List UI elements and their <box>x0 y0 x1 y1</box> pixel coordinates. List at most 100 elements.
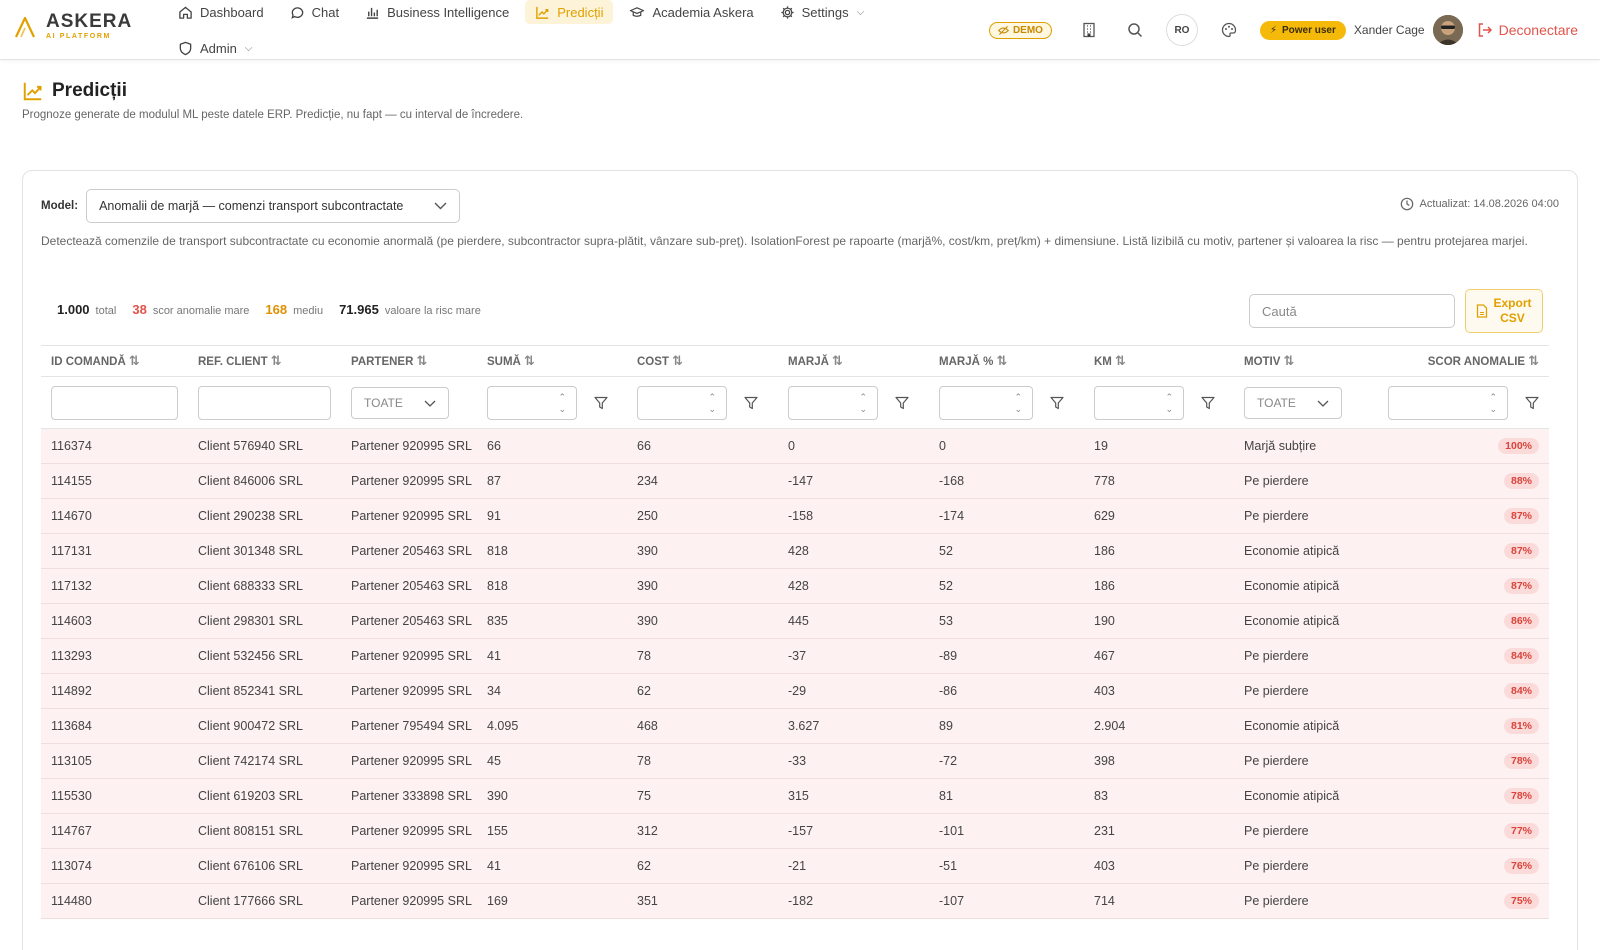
table-row[interactable]: 117132 Client 688333 SRL Partener 205463 S… <box>41 568 1549 604</box>
palette-icon[interactable] <box>1214 15 1244 45</box>
nav-chat[interactable]: Chat <box>280 0 349 24</box>
nav-predictii-label: Predicții <box>557 4 604 20</box>
filter-marja-input[interactable]: ⌃ ⌄ <box>788 385 878 420</box>
sort-icon[interactable]: ⇅ <box>128 353 140 368</box>
stepper-icon[interactable]: ⌃ ⌄ <box>1014 391 1022 414</box>
sort-icon[interactable]: ⇅ <box>270 353 282 368</box>
col-header-score[interactable]: SCOR ANOMALIE ⇅ <box>1349 345 1549 377</box>
table-row[interactable]: 114155 Client 846006 SRL Partener 920995 S… <box>41 463 1549 499</box>
table-row[interactable]: 114892 Client 852341 SRL Partener 920995 S… <box>41 673 1549 709</box>
sort-icon[interactable]: ⇅ <box>1283 353 1295 368</box>
col-header-km[interactable]: KM ⇅ <box>1084 345 1234 377</box>
cell-suma: 41 <box>477 848 627 884</box>
cell-motiv: Pe pierdere <box>1234 743 1349 779</box>
filter-marja-pct-input[interactable]: ⌃ ⌄ <box>939 385 1033 420</box>
table-row[interactable]: 113293 Client 532456 SRL Partener 920995 S… <box>41 638 1549 674</box>
filter-partner-select[interactable]: TOATE <box>351 386 449 419</box>
nav-dashboard[interactable]: Dashboard <box>168 0 274 24</box>
stepper-icon[interactable]: ⌃ ⌄ <box>558 391 566 414</box>
table-row[interactable]: 114480 Client 177666 SRL Partener 920995 S… <box>41 883 1549 919</box>
table-row[interactable]: 113105 Client 742174 SRL Partener 920995 S… <box>41 743 1549 779</box>
cell-partner: Partener 920995 SRL <box>341 848 477 884</box>
cell-client: Client 688333 SRL <box>188 568 341 604</box>
filter-cost-input[interactable]: ⌃ ⌄ <box>637 385 727 420</box>
col-header-partner[interactable]: PARTENER ⇅ <box>341 345 477 377</box>
building-icon[interactable] <box>1074 15 1104 45</box>
col-header-cost[interactable]: COST ⇅ <box>627 345 778 377</box>
filter-funnel-icon[interactable] <box>1201 396 1215 410</box>
cell-suma: 818 <box>477 568 627 604</box>
cell-motiv: Pe pierdere <box>1234 498 1349 534</box>
cell-partner: Partener 205463 SRL <box>341 603 477 639</box>
sort-icon[interactable]: ⇅ <box>523 353 535 368</box>
filter-funnel-icon[interactable] <box>1525 396 1539 410</box>
cell-marja: -158 <box>778 498 929 534</box>
table-header-row: ID COMANDĂ ⇅ REF. CLIENT ⇅ PARTENER ⇅ SUMĂ ⇅… <box>41 345 1549 377</box>
col-header-marja-pct[interactable]: MARJĂ % ⇅ <box>929 345 1084 377</box>
cell-client: Client 298301 SRL <box>188 603 341 639</box>
col-header-id[interactable]: ID COMANDĂ ⇅ <box>41 345 188 377</box>
trend-icon <box>22 80 44 102</box>
nav-predictii[interactable]: Predicții <box>525 0 614 24</box>
search-icon[interactable] <box>1120 15 1150 45</box>
sort-icon[interactable]: ⇅ <box>416 353 428 368</box>
nav-admin-label: Admin <box>200 40 237 56</box>
avatar[interactable] <box>1432 15 1463 45</box>
stepper-icon[interactable]: ⌃ ⌄ <box>1165 391 1173 414</box>
table-row[interactable]: 117131 Client 301348 SRL Partener 205463 S… <box>41 533 1549 569</box>
filter-suma-input[interactable]: ⌃ ⌄ <box>487 385 577 420</box>
col-header-suma[interactable]: SUMĂ ⇅ <box>477 345 627 377</box>
filter-funnel-icon[interactable] <box>744 396 758 410</box>
table-row[interactable]: 114767 Client 808151 SRL Partener 920995 S… <box>41 813 1549 849</box>
nav-academia[interactable]: Academia Askera <box>619 0 763 24</box>
cell-partner: Partener 333898 SRL <box>341 778 477 814</box>
filter-client-input[interactable] <box>198 385 331 420</box>
cell-cost: 62 <box>627 848 778 884</box>
sort-icon[interactable]: ⇅ <box>1528 353 1539 368</box>
filter-funnel-icon[interactable] <box>895 396 909 410</box>
logout-button[interactable]: Deconectare <box>1477 22 1578 38</box>
cell-km: 467 <box>1084 638 1234 674</box>
score-badge: 84% <box>1503 648 1539 664</box>
last-updated-text: Actualizat: 14.08.2026 04:00 <box>1419 198 1559 210</box>
col-header-client[interactable]: REF. CLIENT ⇅ <box>188 345 341 377</box>
nav-business-intelligence[interactable]: Business Intelligence <box>355 0 519 24</box>
cell-suma: 87 <box>477 463 627 499</box>
filter-score-input[interactable]: ⌃ ⌄ <box>1388 385 1508 420</box>
brand-logo[interactable]: ASKERA AI PLATFORM <box>14 12 132 42</box>
askera-logo-icon <box>14 15 36 39</box>
table-row[interactable]: 116374 Client 576940 SRL Partener 920995 S… <box>41 428 1549 464</box>
sort-icon[interactable]: ⇅ <box>1114 353 1126 368</box>
filter-funnel-icon[interactable] <box>594 396 608 410</box>
cell-score: 87% <box>1349 533 1549 569</box>
filter-funnel-icon[interactable] <box>1050 396 1064 410</box>
cell-marja: 315 <box>778 778 929 814</box>
cell-motiv: Pe pierdere <box>1234 463 1349 499</box>
nav-admin[interactable]: Admin ⌵ <box>168 36 262 60</box>
nav-settings[interactable]: Settings ⌵ <box>770 0 875 24</box>
table-row[interactable]: 114603 Client 298301 SRL Partener 205463 S… <box>41 603 1549 639</box>
table-row[interactable]: 115530 Client 619203 SRL Partener 333898 S… <box>41 778 1549 814</box>
score-badge: 86% <box>1503 613 1539 629</box>
export-csv-button[interactable]: Export CSV <box>1465 289 1543 333</box>
stepper-icon[interactable]: ⌃ ⌄ <box>708 391 716 414</box>
table-row[interactable]: 113074 Client 676106 SRL Partener 920995 S… <box>41 848 1549 884</box>
stepper-icon[interactable]: ⌃ ⌄ <box>1489 391 1497 414</box>
table-row[interactable]: 113684 Client 900472 SRL Partener 795494 S… <box>41 708 1549 744</box>
demo-badge: DEMO <box>988 21 1052 39</box>
cell-score: 100% <box>1349 428 1549 464</box>
col-header-motiv[interactable]: MOTIV ⇅ <box>1234 345 1349 377</box>
sort-icon[interactable]: ⇅ <box>996 353 1008 368</box>
filter-id-input[interactable] <box>51 385 178 420</box>
col-header-marja[interactable]: MARJĂ ⇅ <box>778 345 929 377</box>
stepper-icon[interactable]: ⌃ ⌄ <box>859 391 867 414</box>
search-input[interactable] <box>1249 294 1455 328</box>
table-row[interactable]: 114670 Client 290238 SRL Partener 920995 S… <box>41 498 1549 534</box>
language-switch[interactable]: RO <box>1165 14 1198 46</box>
sort-icon[interactable]: ⇅ <box>671 353 683 368</box>
sort-icon[interactable]: ⇅ <box>831 353 843 368</box>
filter-motiv-select[interactable]: TOATE <box>1244 386 1342 419</box>
filter-km-input[interactable]: ⌃ ⌄ <box>1094 385 1184 420</box>
cell-client: Client 301348 SRL <box>188 533 341 569</box>
model-select[interactable]: Anomalii de marjă — comenzi transport su… <box>86 189 461 223</box>
